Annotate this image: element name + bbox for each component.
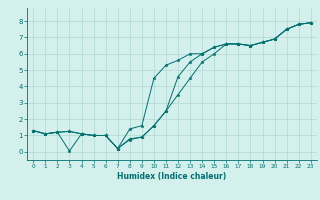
X-axis label: Humidex (Indice chaleur): Humidex (Indice chaleur) xyxy=(117,172,227,181)
